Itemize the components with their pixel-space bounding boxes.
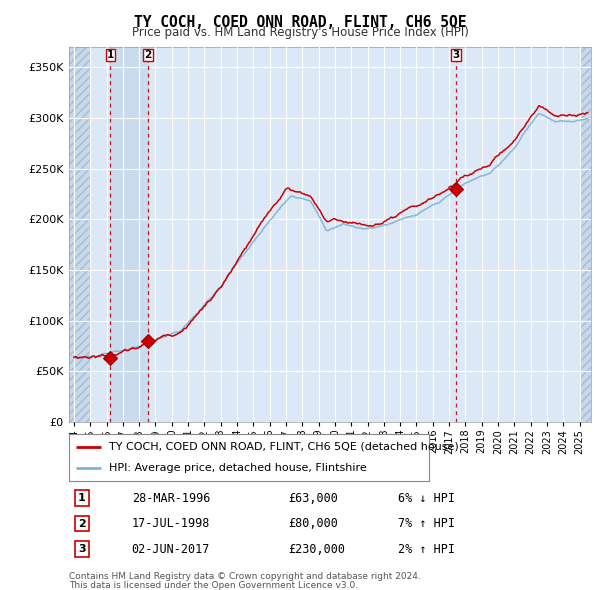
Text: TY COCH, COED ONN ROAD, FLINT, CH6 5QE: TY COCH, COED ONN ROAD, FLINT, CH6 5QE [134, 15, 466, 30]
Text: HPI: Average price, detached house, Flintshire: HPI: Average price, detached house, Flin… [109, 463, 367, 473]
Text: 7% ↑ HPI: 7% ↑ HPI [398, 517, 455, 530]
Text: 2: 2 [145, 50, 152, 60]
Text: 1: 1 [107, 50, 114, 60]
Text: 2% ↑ HPI: 2% ↑ HPI [398, 543, 455, 556]
Text: £63,000: £63,000 [288, 491, 338, 504]
Text: 28-MAR-1996: 28-MAR-1996 [131, 491, 210, 504]
Bar [581, 47, 591, 422]
Text: This data is licensed under the Open Government Licence v3.0.: This data is licensed under the Open Gov… [69, 581, 358, 590]
Text: Price paid vs. HM Land Registry's House Price Index (HPI): Price paid vs. HM Land Registry's House … [131, 26, 469, 39]
Text: 6% ↓ HPI: 6% ↓ HPI [398, 491, 455, 504]
Text: 2: 2 [78, 519, 86, 529]
Bar [110, 47, 148, 422]
Text: 17-JUL-1998: 17-JUL-1998 [131, 517, 210, 530]
Text: Contains HM Land Registry data © Crown copyright and database right 2024.: Contains HM Land Registry data © Crown c… [69, 572, 421, 581]
Text: 3: 3 [78, 544, 86, 554]
Text: £80,000: £80,000 [288, 517, 338, 530]
Bar [69, 47, 90, 422]
Text: TY COCH, COED ONN ROAD, FLINT, CH6 5QE (detached house): TY COCH, COED ONN ROAD, FLINT, CH6 5QE (… [109, 442, 458, 452]
Text: £230,000: £230,000 [288, 543, 345, 556]
Text: 1: 1 [78, 493, 86, 503]
Text: 3: 3 [452, 50, 460, 60]
Text: 02-JUN-2017: 02-JUN-2017 [131, 543, 210, 556]
